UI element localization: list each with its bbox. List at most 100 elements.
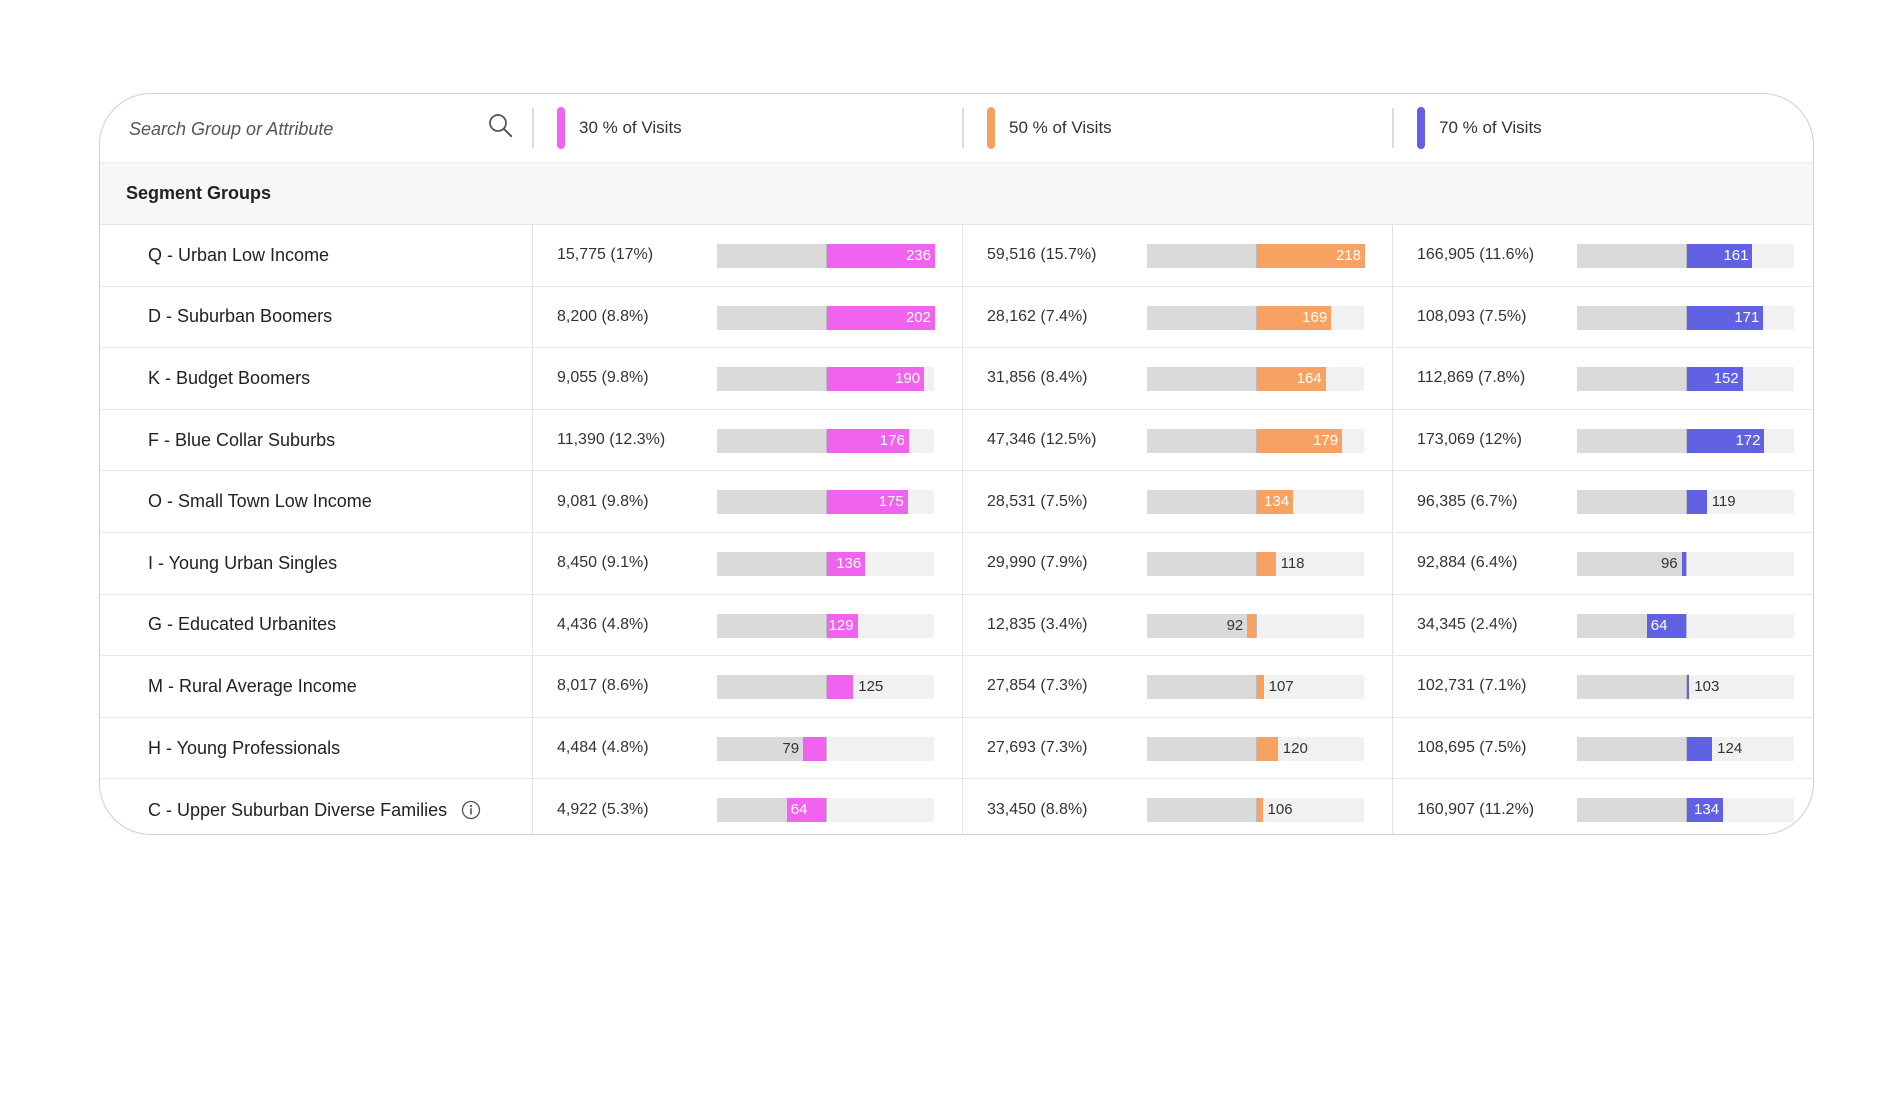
index-bar-baseline — [1577, 736, 1686, 761]
index-bar-midline — [1256, 613, 1257, 638]
search-box — [100, 94, 532, 162]
index-bar-baseline — [1577, 551, 1686, 576]
index-value: 119 — [1711, 493, 1736, 511]
index-bar-midline — [826, 244, 827, 268]
visits-value: 33,450 (8.8%) — [987, 801, 1088, 819]
column-divider — [1392, 594, 1393, 656]
index-bar-fill — [1247, 613, 1256, 638]
index-value: 152 — [1713, 370, 1739, 388]
table-row[interactable]: M - Rural Average Income 8,017 (8.6%) 125 2… — [100, 656, 1813, 718]
index-value: 79 — [782, 739, 800, 757]
index-value: 172 — [1735, 431, 1761, 449]
visits-value: 166,905 (11.6%) — [1417, 246, 1535, 264]
section-title: Segment Groups — [126, 183, 272, 203]
table-row[interactable]: C - Upper Suburban Diverse Families 4,922… — [100, 779, 1813, 834]
index-value: 124 — [1717, 739, 1743, 757]
index-bar-midline — [1256, 305, 1257, 330]
index-bar-baseline — [1147, 367, 1256, 392]
column-divider — [1392, 409, 1393, 471]
index-bar-fill — [1256, 551, 1276, 576]
index-value: 134 — [1694, 801, 1720, 819]
visits-value: 92,884 (6.4%) — [1417, 554, 1518, 572]
index-value: 64 — [790, 801, 808, 819]
column-divider — [532, 286, 533, 348]
visits-value: 102,731 (7.1%) — [1417, 677, 1527, 695]
index-bar: 119 — [1577, 490, 1794, 515]
segment-groups-header: Segment Groups — [100, 163, 1813, 225]
index-bar: 164 — [1147, 367, 1364, 392]
index-bar: 175 — [717, 490, 934, 515]
column-divider — [962, 348, 963, 409]
table-row[interactable]: K - Budget Boomers 9,055 (9.8%) 190 31,856 … — [100, 348, 1813, 410]
index-bar-midline — [1256, 428, 1257, 453]
index-bar-baseline — [1147, 244, 1256, 268]
index-bar: 107 — [1147, 675, 1364, 700]
table-row[interactable]: I - Young Urban Singles 8,450 (9.1%) 136 29… — [100, 532, 1813, 595]
header-divider — [532, 108, 534, 148]
index-bar-baseline — [1147, 675, 1256, 700]
index-value: 175 — [878, 493, 904, 511]
table-row[interactable]: D - Suburban Boomers 8,200 (8.8%) 202 28,16… — [100, 286, 1813, 349]
table-row[interactable]: O - Small Town Low Income 9,081 (9.8%) 175… — [100, 471, 1813, 533]
column-divider — [962, 779, 963, 834]
segment-name: H - Young Professionals — [148, 737, 341, 758]
index-bar: 129 — [717, 613, 934, 638]
index-bar: 218 — [1147, 244, 1365, 268]
table-row[interactable]: F - Blue Collar Suburbs 11,390 (12.3%) 176… — [100, 409, 1813, 472]
column-divider — [532, 656, 533, 717]
table-row[interactable]: Q - Urban Low Income 15,775 (17%) 236 59,51… — [100, 225, 1813, 287]
visits-value: 27,693 (7.3%) — [987, 739, 1088, 757]
index-bar-fill — [826, 551, 866, 576]
index-bar-midline — [1256, 675, 1257, 700]
info-icon[interactable] — [461, 800, 481, 820]
index-bar-fill — [1686, 490, 1707, 515]
column-label: 50 % of Visits — [1009, 118, 1112, 137]
index-bar-fill — [826, 428, 909, 453]
index-bar-midline — [1256, 367, 1257, 392]
index-bar-midline — [1686, 244, 1687, 268]
index-bar-fill — [826, 244, 935, 268]
index-bar-fill — [1686, 367, 1743, 392]
index-value: 64 — [1650, 616, 1668, 634]
index-bar: 136 — [717, 551, 934, 576]
index-bar: 125 — [717, 675, 934, 700]
index-bar-baseline — [717, 428, 826, 453]
visits-value: 108,093 (7.5%) — [1417, 307, 1527, 325]
index-bar: 236 — [717, 244, 935, 268]
visits-value: 34,345 (2.4%) — [1417, 615, 1518, 633]
index-bar-midline — [1686, 305, 1687, 330]
table-row[interactable]: H - Young Professionals 4,484 (4.8%) 79 27,… — [100, 717, 1813, 780]
index-bar-fill — [1256, 490, 1294, 515]
index-bar: 161 — [1577, 244, 1794, 268]
index-bar-midline — [1256, 490, 1257, 515]
index-value: 120 — [1282, 739, 1308, 757]
index-bar: 152 — [1577, 367, 1794, 392]
index-bar-fill — [826, 490, 908, 515]
index-bar: 64 — [1577, 613, 1794, 638]
index-bar-baseline — [1147, 798, 1256, 823]
column-divider — [532, 409, 533, 471]
visits-value: 4,922 (5.3%) — [557, 801, 649, 819]
index-bar: 134 — [1147, 490, 1364, 515]
index-bar-fill — [1681, 551, 1686, 576]
table-row[interactable]: G - Educated Urbanites 4,436 (4.8%) 129 12,… — [100, 594, 1813, 657]
index-bar-midline — [1686, 675, 1687, 700]
index-bar-fill — [1686, 736, 1713, 761]
index-bar-baseline — [1577, 428, 1686, 453]
visits-value: 59,516 (15.7%) — [987, 246, 1097, 264]
segment-name: Q - Urban Low Income — [148, 244, 330, 265]
segment-name: O - Small Town Low Income — [148, 491, 372, 512]
search-icon[interactable] — [486, 111, 514, 139]
search-input[interactable] — [127, 114, 471, 144]
header-divider — [1392, 108, 1394, 148]
index-bar: 190 — [717, 367, 934, 392]
index-value: 179 — [1313, 431, 1339, 449]
segment-name: F - Blue Collar Suburbs — [148, 429, 336, 450]
visits-value: 4,436 (4.8%) — [557, 615, 649, 633]
visits-value: 29,990 (7.9%) — [987, 554, 1088, 572]
index-bar-fill — [1686, 675, 1690, 700]
segment-rows: Q - Urban Low Income 15,775 (17%) 236 59,51… — [100, 225, 1813, 834]
visits-value: 15,775 (17%) — [557, 246, 654, 264]
index-bar-fill — [1256, 736, 1278, 761]
visits-value: 160,907 (11.2%) — [1417, 801, 1535, 819]
